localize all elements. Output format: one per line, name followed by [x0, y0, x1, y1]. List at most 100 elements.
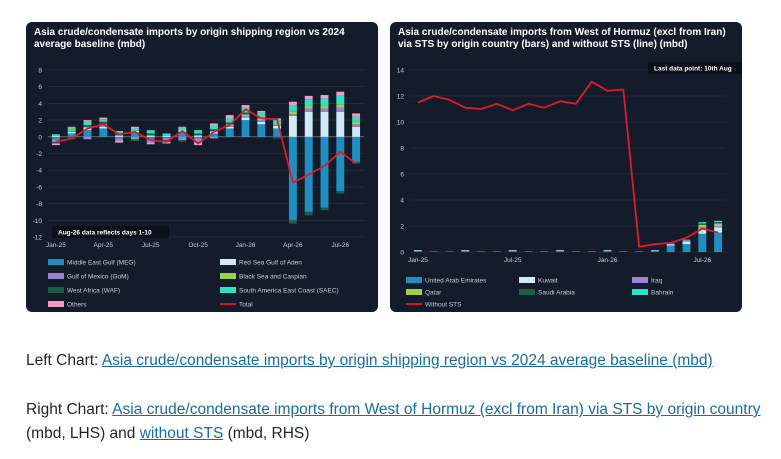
right-chart-link-sts[interactable]: Asia crude/condensate imports from West … [112, 401, 761, 418]
left-bar-middle-east-gulf-meg [257, 124, 266, 137]
left-bar-south-america-east-coast-saec [194, 130, 203, 134]
left-bar-south-america-east-coast-saec [115, 130, 124, 134]
right-chart-caption: Right Chart: Asia crude/condensate impor… [26, 398, 766, 446]
right-legend-label: Saudi Arabia [538, 290, 575, 297]
right-line-without-sts [417, 80, 719, 248]
right-chart-panel: 0 2 4 6 8 10 12 14 Jan-25 Jul-25 Jan-26 Jul-26 Last … [390, 22, 742, 312]
right-bar-united-arab-emirates [540, 251, 549, 252]
right-bar-united-arab-emirates [714, 232, 723, 252]
right-bar-united-arab-emirates [508, 250, 517, 252]
left-y-tick-label: -12 [33, 235, 43, 242]
left-x-tick-label: Apr-26 [283, 242, 303, 249]
right-y-tick-label: 2 [400, 224, 404, 231]
left-bar-black-sea-and-caspian [194, 135, 203, 136]
left-y-tick-label: 0 [38, 134, 42, 141]
left-bar-red-sea-gulf-of-aden [288, 115, 297, 137]
right-bar-united-arab-emirates [587, 251, 596, 252]
left-bar-south-america-east-coast-saec [336, 95, 345, 105]
left-bar-gulf-of-mexico-gom [115, 138, 124, 141]
left-bar-others [115, 140, 124, 143]
right-legend-label: Qatar [425, 290, 442, 297]
left-bar-west-africa-waf [178, 140, 187, 142]
left-bar-red-sea-gulf-of-aden [352, 126, 361, 137]
left-bar-gulf-of-mexico-gom [209, 136, 218, 139]
right-y-tick-label: 12 [397, 94, 405, 101]
left-bar-west-africa-waf [83, 125, 92, 127]
left-chart-link[interactable]: Asia crude/condensate imports by origin … [101, 352, 713, 369]
right-caption-mid: (mbd, LHS) and [26, 425, 140, 442]
left-annotation-box [52, 226, 169, 238]
left-bar-black-sea-and-caspian [67, 130, 76, 131]
left-bar-south-america-east-coast-saec [83, 121, 92, 126]
left-bar-south-america-east-coast-saec [51, 134, 60, 136]
right-bar-kuwait [603, 250, 612, 251]
left-bar-others [209, 123, 218, 126]
left-bar-red-sea-gulf-of-aden [304, 111, 313, 137]
left-x-tick-label: Oct-25 [188, 242, 208, 249]
left-bar-red-sea-gulf-of-aden [336, 111, 345, 137]
left-bar-west-africa-waf [320, 207, 329, 211]
right-x-tick-label: Jan-26 [598, 257, 618, 264]
left-chart-panel: -12 -10 -8 -6 -4 -2 0 2 4 6 8 Jan-25 Apr-25 Jul-25 Oct… [26, 22, 378, 312]
right-chart-link-without-sts[interactable]: without STS [139, 425, 224, 442]
right-bar-saudi-arabia [698, 223, 707, 225]
right-x-tick-label: Jul-25 [504, 257, 522, 264]
left-bar-middle-east-gulf-meg [99, 128, 108, 137]
left-bar-south-america-east-coast-saec [304, 99, 313, 106]
left-x-tick-label: Jul-25 [142, 242, 160, 249]
left-bar-south-america-east-coast-saec [225, 118, 234, 123]
right-y-tick-label: 14 [397, 68, 405, 75]
right-bar-qatar [698, 224, 707, 228]
left-bar-gulf-of-mexico-gom [257, 120, 266, 122]
left-legend-label: Total [239, 302, 253, 309]
left-bar-gulf-of-mexico-gom [320, 108, 329, 112]
left-bar-others [352, 113, 361, 117]
left-bar-black-sea-and-caspian [304, 105, 313, 109]
left-legend-swatch [48, 273, 64, 279]
left-x-tick-label: Jan-25 [46, 242, 66, 249]
left-bar-black-sea-and-caspian [146, 135, 155, 136]
left-x-tick-label: Jul-26 [331, 242, 349, 249]
left-bar-black-sea-and-caspian [178, 139, 187, 141]
left-bar-gulf-of-mexico-gom [67, 130, 76, 132]
left-bar-gulf-of-mexico-gom [99, 125, 108, 127]
right-bar-united-arab-emirates [698, 233, 707, 252]
left-chart-svg: -12 -10 -8 -6 -4 -2 0 2 4 6 8 Jan-25 Apr-25 Jul-25 Oct… [33, 68, 364, 309]
right-bar-united-arab-emirates [650, 250, 659, 252]
right-bar-united-arab-emirates [682, 244, 691, 252]
left-bar-others [304, 95, 313, 100]
right-legend-swatch [632, 277, 648, 283]
left-legend-swatch [48, 301, 64, 307]
right-legend-label: Bahrain [651, 290, 674, 297]
right-bar-united-arab-emirates [429, 251, 438, 252]
left-legend-swatch [220, 287, 236, 293]
right-bar-kuwait [666, 244, 675, 246]
left-bar-gulf-of-mexico-gom [288, 114, 297, 116]
left-bar-south-america-east-coast-saec [320, 98, 329, 106]
left-legend-swatch [220, 273, 236, 279]
left-legend-label: West Africa (WAF) [67, 288, 120, 295]
right-bar-iraq [714, 226, 723, 228]
left-bar-west-africa-waf [146, 133, 155, 136]
right-bar-united-arab-emirates [619, 251, 628, 252]
left-legend-label: Middle East Gulf (MEG) [67, 260, 136, 267]
left-bar-middle-east-gulf-meg [320, 136, 329, 208]
left-x-tick-label: Jan-26 [236, 242, 256, 249]
left-bar-west-africa-waf [273, 136, 282, 139]
left-bar-west-africa-waf [194, 133, 203, 136]
left-bar-gulf-of-mexico-gom [83, 136, 92, 140]
right-bar-kuwait [650, 250, 659, 251]
right-bar-united-arab-emirates [571, 251, 580, 252]
right-legend-swatch [519, 277, 535, 283]
left-y-tick-label: 2 [38, 118, 42, 125]
left-bar-black-sea-and-caspian [352, 121, 361, 125]
left-bar-red-sea-gulf-of-aden [225, 126, 234, 129]
left-bar-middle-east-gulf-meg [67, 133, 76, 137]
left-bar-south-america-east-coast-saec [352, 116, 361, 122]
right-legend-label: Iraq [651, 278, 663, 285]
right-bar-united-arab-emirates [556, 250, 565, 252]
left-bar-middle-east-gulf-meg [273, 128, 282, 137]
right-legend-label: Kuwait [538, 278, 558, 285]
left-bar-black-sea-and-caspian [288, 111, 297, 115]
right-bar-united-arab-emirates [445, 251, 454, 252]
